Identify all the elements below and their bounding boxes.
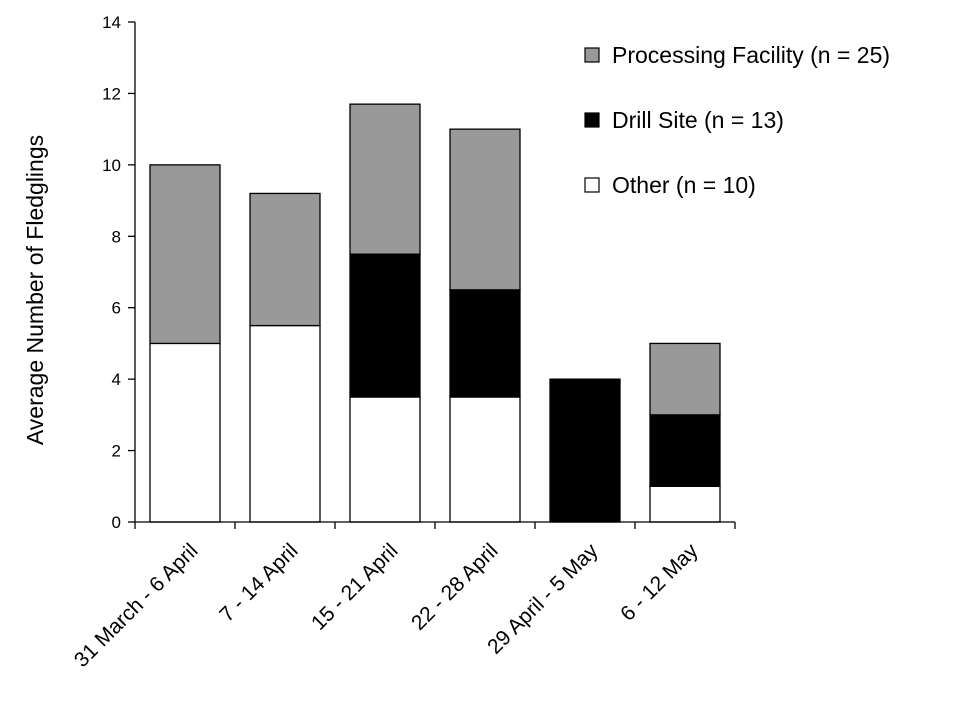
y-tick-label: 4 [112,370,121,389]
x-category-label: 31 March - 6 April [70,539,203,672]
bar-other [249,324,321,523]
bar-other [449,396,521,523]
y-tick-label: 12 [102,84,121,103]
y-tick-label: 10 [102,156,121,175]
bar-other [149,342,221,523]
y-tick-label: 0 [112,513,121,532]
legend-swatch-processing-facility [584,47,600,63]
y-tick-label: 14 [102,13,121,32]
bar-other [649,485,721,523]
bar-processing-facility [649,342,721,416]
bar-drill-site [549,378,621,523]
y-tick-label: 2 [112,442,121,461]
bar-processing-facility [149,164,221,345]
bar-processing-facility [449,128,521,291]
y-tick-label: 6 [112,299,121,318]
bar-processing-facility [349,103,421,255]
bar-drill-site [649,414,721,487]
legend-label-other: Other (n = 10) [612,172,756,198]
y-tick-label: 8 [112,227,121,246]
bar-processing-facility [249,192,321,327]
bar-other [349,396,421,523]
x-category-label: 22 - 28 April [407,539,503,635]
legend-swatch-drill-site [584,112,600,128]
bar-drill-site [349,253,421,398]
legend: Processing Facility (n = 25) Drill Site (… [584,42,890,198]
x-category-label: 7 - 14 April [215,539,302,626]
legend-swatch-other [584,177,600,193]
legend-label-processing-facility: Processing Facility (n = 25) [612,42,890,68]
y-axis-title: Average Number of Fledglings [22,135,48,445]
x-category-label: 6 - 12 May [616,539,703,626]
bar-drill-site [449,289,521,398]
bars-layer [149,103,721,523]
x-category-label: 15 - 21 April [307,539,403,635]
axes-layer [134,22,735,523]
legend-label-drill-site: Drill Site (n = 13) [612,107,784,133]
